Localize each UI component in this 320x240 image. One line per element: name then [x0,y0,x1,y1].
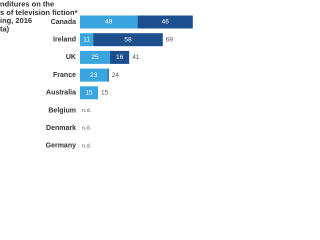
category-label: Belgium [48,107,76,114]
segment-label: 15 [85,90,93,97]
segment-label: 25 [91,54,99,61]
bar-segment [80,68,108,82]
bar-segment [110,50,130,64]
segment-label: 46 [162,19,170,26]
bar-segment [80,33,94,47]
segment-label: 23 [90,72,98,79]
title-line: ing, 2016 [0,16,32,25]
bar-segment [80,50,110,64]
bar-segment [80,15,138,29]
total-label: 15 [101,90,109,97]
title-line: s of television fiction* [0,8,78,17]
title-line: ta) [0,24,10,33]
no-data-label: n.d. [82,126,92,132]
bar-segment [137,15,193,29]
segment-label: 11 [83,36,90,43]
category-label: UK [66,54,76,61]
bar-segment [107,68,109,82]
category-label: Australia [46,90,76,97]
segment-label: 58 [124,36,132,43]
total-label: 69 [166,36,174,43]
title-line: nditures on the [0,0,54,8]
bar-segment [93,33,163,47]
total-label: 41 [132,54,140,61]
no-data-label: n.d. [82,108,92,114]
category-label: France [53,72,76,79]
category-label: Denmark [46,125,76,132]
bar-segment [80,86,98,100]
category-label: Canada [51,19,76,26]
segment-label: 48 [105,19,113,26]
category-label: Ireland [53,37,76,44]
category-label: Germany [46,143,76,150]
segment-label: 16 [116,54,124,61]
total-label: 24 [112,72,120,79]
no-data-label: n.d. [82,143,92,149]
